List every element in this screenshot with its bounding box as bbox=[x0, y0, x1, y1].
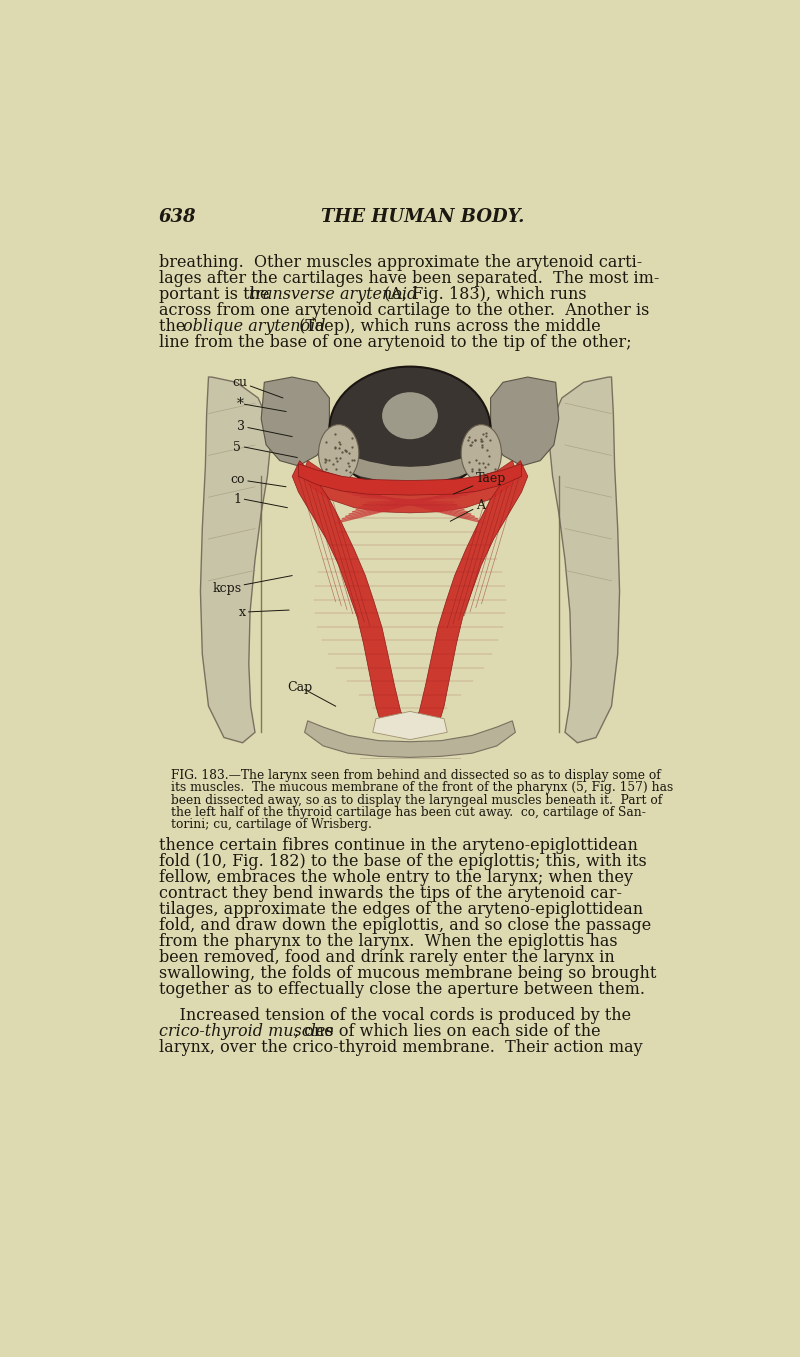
Bar bbox=[181, 377, 639, 753]
Text: contract they bend inwards the tips of the arytenoid car-: contract they bend inwards the tips of t… bbox=[159, 885, 622, 902]
Text: thence certain fibres continue in the aryteno-epiglottidean: thence certain fibres continue in the ar… bbox=[159, 837, 638, 854]
Text: from the pharynx to the larynx.  When the epiglottis has: from the pharynx to the larynx. When the… bbox=[159, 932, 618, 950]
Text: breathing.  Other muscles approximate the arytenoid carti-: breathing. Other muscles approximate the… bbox=[159, 254, 642, 271]
Text: fellow, embraces the whole entry to the larynx; when they: fellow, embraces the whole entry to the … bbox=[159, 868, 633, 886]
Text: been removed, food and drink rarely enter the larynx in: been removed, food and drink rarely ente… bbox=[159, 949, 614, 966]
Text: 1: 1 bbox=[234, 493, 242, 506]
Text: crico-thyroid muscles: crico-thyroid muscles bbox=[159, 1023, 334, 1039]
Text: THE HUMAN BODY.: THE HUMAN BODY. bbox=[321, 208, 524, 225]
Text: across from one arytenoid cartilage to the other.  Another is: across from one arytenoid cartilage to t… bbox=[159, 301, 650, 319]
Text: lages after the cartilages have been separated.  The most im-: lages after the cartilages have been sep… bbox=[159, 270, 659, 286]
Text: been dissected away, so as to display the laryngeal muscles beneath it.  Part of: been dissected away, so as to display th… bbox=[171, 794, 662, 806]
Text: x: x bbox=[238, 605, 289, 619]
Text: cu: cu bbox=[233, 376, 283, 398]
Text: oblique arytenoid: oblique arytenoid bbox=[183, 318, 326, 335]
Polygon shape bbox=[305, 721, 515, 757]
Text: Cap: Cap bbox=[287, 681, 313, 693]
Text: Taep: Taep bbox=[454, 472, 506, 494]
Polygon shape bbox=[262, 377, 330, 465]
Text: tilages, approximate the edges of the aryteno-epiglottidean: tilages, approximate the edges of the ar… bbox=[159, 901, 643, 917]
Text: the left half of the thyroid cartilage has been cut away.  co, cartilage of San-: the left half of the thyroid cartilage h… bbox=[171, 806, 646, 818]
Text: swallowing, the folds of mucous membrane being so brought: swallowing, the folds of mucous membrane… bbox=[159, 965, 656, 981]
Ellipse shape bbox=[382, 392, 438, 440]
Polygon shape bbox=[550, 377, 619, 742]
Text: co: co bbox=[230, 474, 286, 487]
Text: (A, Fig. 183), which runs: (A, Fig. 183), which runs bbox=[379, 286, 586, 303]
Text: 3: 3 bbox=[237, 419, 292, 437]
Text: *: * bbox=[237, 398, 244, 411]
Ellipse shape bbox=[318, 425, 359, 482]
Text: (Taep), which runs across the middle: (Taep), which runs across the middle bbox=[294, 318, 601, 335]
Text: line from the base of one arytenoid to the tip of the other;: line from the base of one arytenoid to t… bbox=[159, 334, 631, 350]
Text: 5: 5 bbox=[234, 441, 242, 453]
Text: torini; cu, cartilage of Wrisberg.: torini; cu, cartilage of Wrisberg. bbox=[171, 818, 372, 832]
Text: together as to effectually close the aperture between them.: together as to effectually close the ape… bbox=[159, 981, 645, 997]
Polygon shape bbox=[201, 377, 270, 742]
Text: A: A bbox=[450, 499, 485, 521]
Ellipse shape bbox=[330, 366, 490, 493]
Polygon shape bbox=[298, 464, 522, 495]
Polygon shape bbox=[490, 377, 558, 465]
Text: , one of which lies on each side of the: , one of which lies on each side of the bbox=[294, 1023, 601, 1039]
Polygon shape bbox=[373, 711, 447, 740]
Text: kcps: kcps bbox=[212, 575, 292, 594]
Text: fold, and draw down the epiglottis, and so close the passage: fold, and draw down the epiglottis, and … bbox=[159, 917, 651, 934]
Polygon shape bbox=[302, 460, 518, 513]
Text: portant is the: portant is the bbox=[159, 286, 274, 303]
Text: fold (10, Fig. 182) to the base of the epiglottis; this, with its: fold (10, Fig. 182) to the base of the e… bbox=[159, 852, 646, 870]
Text: transverse arytenoid: transverse arytenoid bbox=[249, 286, 417, 303]
Text: its muscles.  The mucous membrane of the front of the pharynx (5, Fig. 157) has: its muscles. The mucous membrane of the … bbox=[171, 782, 674, 794]
Text: 638: 638 bbox=[159, 208, 197, 225]
Polygon shape bbox=[330, 446, 490, 483]
Ellipse shape bbox=[461, 425, 502, 482]
Text: larynx, over the crico-thyroid membrane.  Their action may: larynx, over the crico-thyroid membrane.… bbox=[159, 1039, 642, 1056]
Text: Increased tension of the vocal cords is produced by the: Increased tension of the vocal cords is … bbox=[159, 1007, 631, 1025]
Polygon shape bbox=[292, 460, 528, 738]
Text: FIG. 183.—The larynx seen from behind and dissected so as to display some of: FIG. 183.—The larynx seen from behind an… bbox=[171, 769, 661, 782]
Text: the: the bbox=[159, 318, 190, 335]
